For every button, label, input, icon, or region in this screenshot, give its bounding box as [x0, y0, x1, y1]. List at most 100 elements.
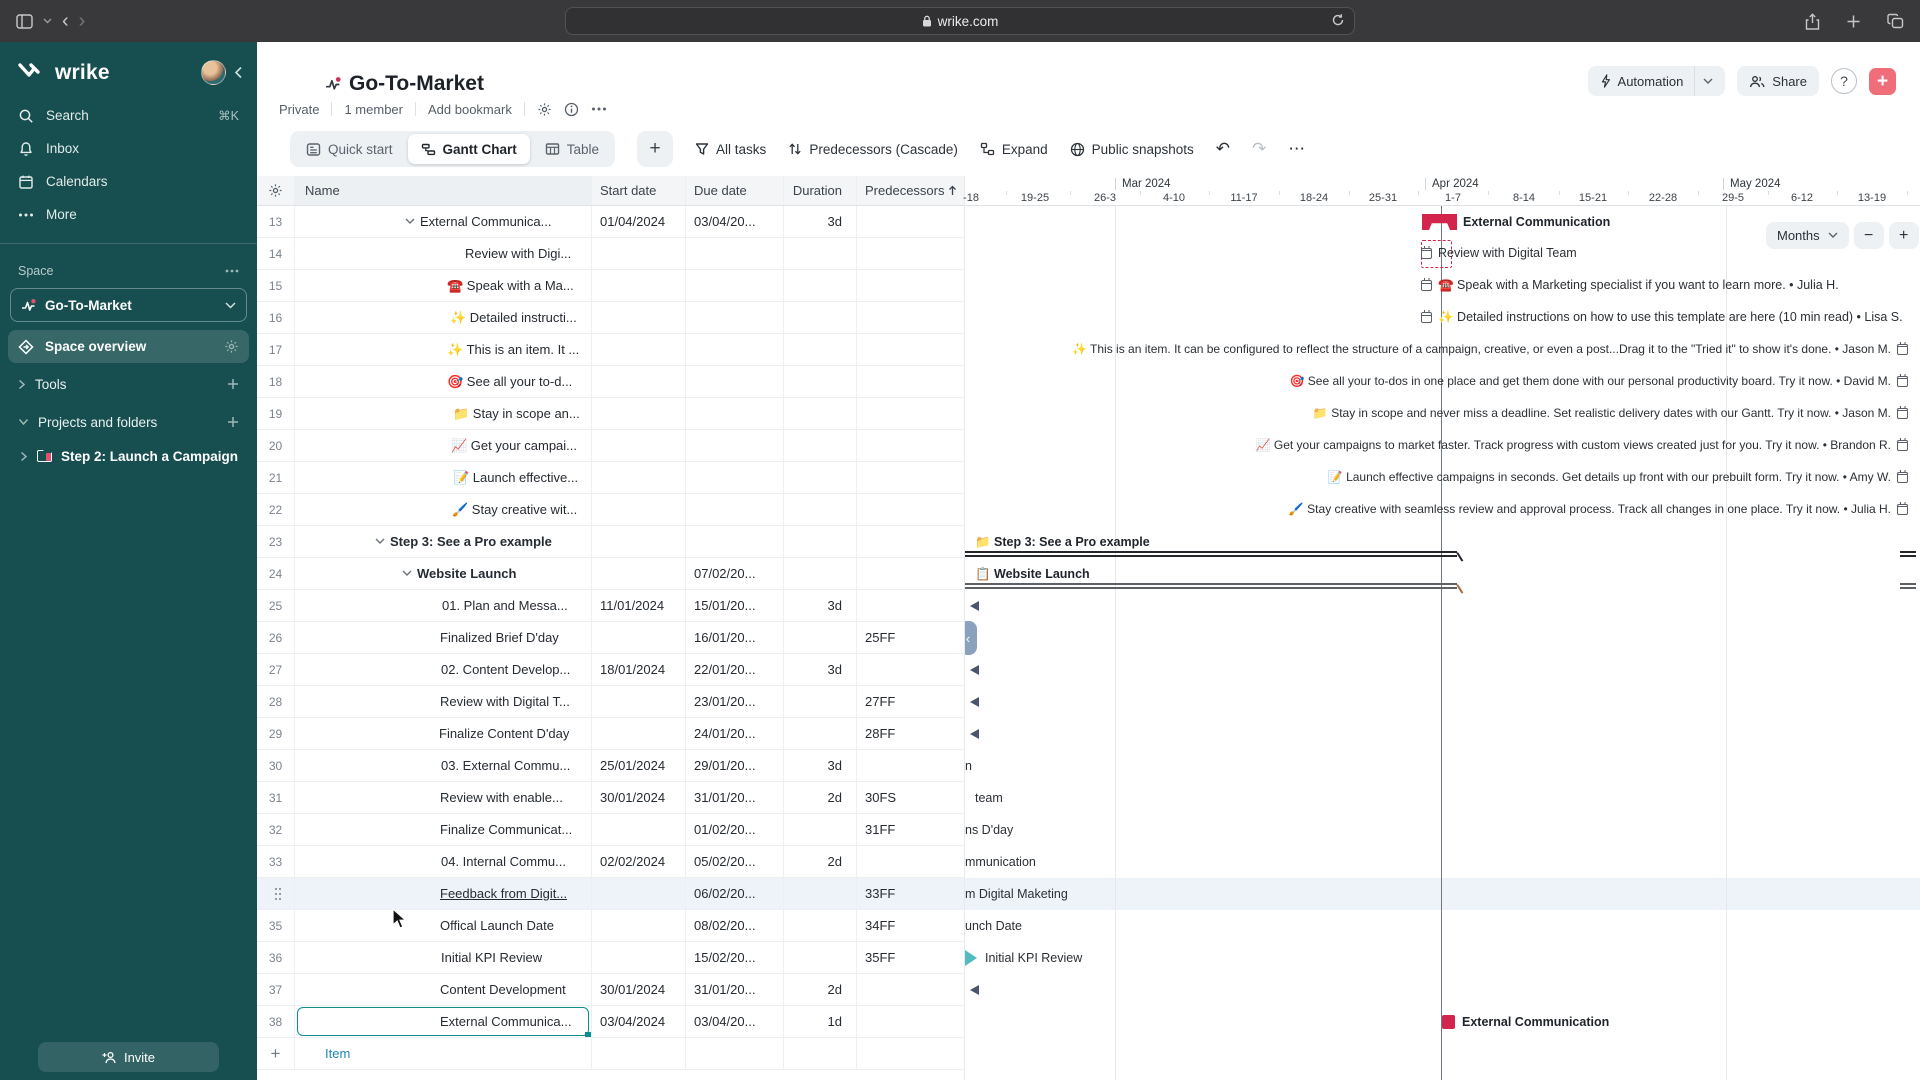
task-name-cell[interactable]: 📈 Get your campai... [295, 430, 592, 461]
duration-cell[interactable] [784, 718, 857, 749]
table-row[interactable]: 31 Review with enable... 30/01/2024 31/01/2… [257, 782, 964, 814]
gearsm-icon[interactable] [537, 102, 552, 117]
task-name-cell[interactable]: 📝 Launch effective... [295, 462, 592, 493]
due-date-cell[interactable]: 23/01/20... [686, 686, 784, 717]
redo-button[interactable]: ↷ [1251, 139, 1267, 158]
chevron-down-icon[interactable] [43, 18, 52, 24]
duration-cell[interactable] [784, 462, 857, 493]
calendar-icon[interactable] [1897, 469, 1908, 483]
due-date-cell[interactable]: 29/01/20... [686, 750, 784, 781]
undo-button[interactable]: ↶ [1215, 139, 1230, 158]
table-row[interactable]: 28 Review with Digital T... 23/01/20... 27F… [257, 686, 964, 718]
calendar-icon[interactable] [1421, 310, 1432, 323]
due-date-cell[interactable]: 06/02/20... [686, 878, 784, 909]
predecessor-cell[interactable] [857, 462, 964, 493]
duration-cell[interactable]: 3d [784, 590, 857, 621]
offscreen-bar-arrow[interactable] [970, 696, 979, 707]
table-row[interactable]: 33 04. Internal Commu... 02/02/2024 05/02/2… [257, 846, 964, 878]
gear-icon[interactable] [268, 183, 283, 198]
task-bar[interactable] [1442, 1015, 1455, 1029]
share-page-icon[interactable] [1805, 12, 1820, 30]
predecessor-cell[interactable]: 31FF [865, 822, 896, 837]
table-row[interactable]: 32 Finalize Communicat... 01/02/20... 31FF [257, 814, 964, 846]
predecessor-cell[interactable] [857, 334, 964, 365]
invite-button[interactable]: Invite [38, 1042, 219, 1072]
forward-button[interactable]: › [78, 10, 86, 32]
duration-cell[interactable]: 3d [784, 654, 857, 685]
predecessor-cell[interactable] [857, 366, 964, 397]
start-date-cell[interactable]: 11/01/2024 [592, 590, 686, 621]
due-date-cell[interactable]: 15/01/20... [686, 590, 784, 621]
table-row[interactable]: 23 Step 3: See a Pro example [257, 526, 964, 558]
duration-cell[interactable]: 2d [784, 782, 857, 813]
table-row[interactable]: 36 Initial KPI Review 15/02/20... 35FF [257, 942, 964, 974]
table-row[interactable]: 37 Content Development 30/01/2024 31/01/20.… [257, 974, 964, 1006]
plus-icon[interactable] [227, 378, 239, 390]
due-date-cell[interactable] [686, 398, 784, 429]
predecessor-cell[interactable]: 34FF [865, 918, 896, 933]
duration-cell[interactable] [784, 942, 857, 973]
toolbar-public-snapshots[interactable]: Public snapshots [1070, 142, 1194, 157]
column-header-due[interactable]: Due date [686, 176, 784, 205]
start-date-cell[interactable] [592, 910, 686, 941]
table-row[interactable]: 26 Finalized Brief D'day 16/01/20... 25FF [257, 622, 964, 654]
start-date-cell[interactable]: 30/01/2024 [592, 782, 686, 813]
due-date-cell[interactable]: 08/02/20... [686, 910, 784, 941]
predecessor-cell[interactable] [857, 206, 964, 237]
start-date-cell[interactable]: 01/04/2024 [592, 206, 686, 237]
predecessor-cell[interactable] [857, 750, 964, 781]
table-row[interactable]: 16 ✨ Detailed instructi... [257, 302, 964, 334]
chevron-down-icon[interactable] [1694, 66, 1713, 96]
gear-icon[interactable] [224, 339, 239, 354]
task-name-cell[interactable]: Content Development [295, 974, 592, 1005]
calendar-icon[interactable] [1897, 437, 1908, 451]
predecessor-cell[interactable]: 25FF [865, 630, 896, 645]
start-date-cell[interactable] [592, 558, 686, 589]
duration-cell[interactable] [784, 622, 857, 653]
task-name-cell[interactable]: Website Launch [295, 558, 592, 589]
space-more-icon[interactable] [225, 269, 239, 273]
start-date-cell[interactable] [592, 430, 686, 461]
predecessor-cell[interactable] [857, 430, 964, 461]
start-date-cell[interactable] [592, 270, 686, 301]
tab-table[interactable]: Table [532, 134, 612, 164]
task-name-cell[interactable]: ✨ This is an item. It ... [295, 334, 592, 365]
task-name-cell[interactable]: 📁 Stay in scope an... [295, 398, 592, 429]
table-row[interactable]: 22 🖌️ Stay creative wit... [257, 494, 964, 526]
chevron-down-icon[interactable] [405, 218, 415, 225]
start-date-cell[interactable] [592, 878, 686, 909]
table-row[interactable]: 13 External Communica... 01/04/2024 03/04/2… [257, 206, 964, 238]
sidebar-item-calendars[interactable]: Calendars [0, 165, 257, 198]
task-name-cell[interactable]: 03. External Commu... [295, 750, 592, 781]
duration-cell[interactable] [784, 558, 857, 589]
due-date-cell[interactable] [686, 334, 784, 365]
help-button[interactable]: ? [1831, 68, 1857, 94]
start-date-cell[interactable]: 25/01/2024 [592, 750, 686, 781]
duration-cell[interactable] [784, 398, 857, 429]
task-name-cell[interactable]: 02. Content Develop... [295, 654, 592, 685]
table-row[interactable]: 14 Review with Digi... [257, 238, 964, 270]
predecessor-cell[interactable] [857, 654, 964, 685]
start-date-cell[interactable] [592, 814, 686, 845]
due-date-cell[interactable]: 01/02/20... [686, 814, 784, 845]
due-date-cell[interactable] [686, 494, 784, 525]
sidebar-item-more[interactable]: More [0, 198, 257, 231]
task-name-cell[interactable]: 🎯 See all your to-d... [295, 366, 592, 397]
add-view-button[interactable]: + [637, 131, 674, 167]
task-name-cell[interactable]: Offical Launch Date [295, 910, 592, 941]
task-name-cell[interactable]: ☎️ Speak with a Ma... [295, 270, 592, 301]
due-date-cell[interactable]: 31/01/20... [686, 782, 784, 813]
calendar-icon[interactable] [1421, 278, 1432, 291]
start-date-cell[interactable] [592, 238, 686, 269]
milestone-marker[interactable] [965, 950, 977, 966]
task-name-cell[interactable]: 01. Plan and Messa... [295, 590, 592, 621]
due-date-cell[interactable]: 31/01/20... [686, 974, 784, 1005]
summary-bracket-bar[interactable] [965, 551, 1457, 557]
start-date-cell[interactable]: 30/01/2024 [592, 974, 686, 1005]
start-date-cell[interactable] [592, 398, 686, 429]
tab-quick-start[interactable]: Quick start [293, 134, 406, 164]
due-date-cell[interactable]: 03/04/20... [686, 1006, 784, 1037]
timescale-dropdown[interactable]: Months [1766, 222, 1849, 249]
scroll-left-handle[interactable]: ‹ [965, 621, 977, 655]
meta-add-bookmark[interactable]: Add bookmark [428, 101, 512, 117]
